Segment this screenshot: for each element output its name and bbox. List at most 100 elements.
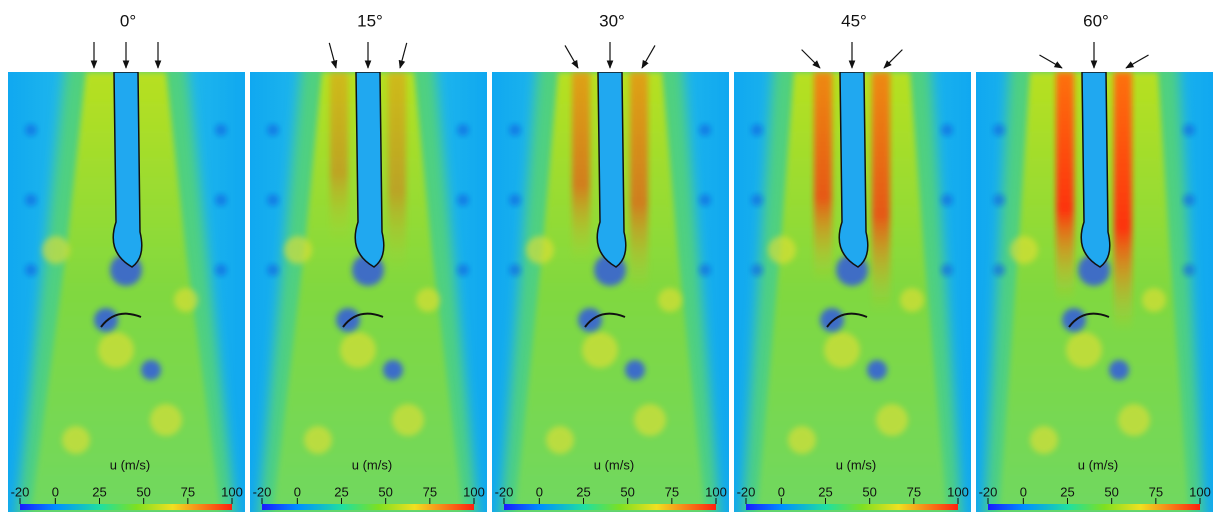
low-spot [457,124,469,136]
panel-title: 0° [120,11,136,30]
core [113,72,142,267]
low-spot [509,124,521,136]
hot-left [1056,72,1074,302]
low-spot [751,124,763,136]
colorbar-label: u (m/s) [836,457,876,472]
eddy [416,288,440,312]
low-spot [457,264,469,276]
flow-field [8,62,245,522]
eddy [392,404,424,436]
eddy [42,236,70,264]
arrow [802,50,820,68]
vortex [820,308,844,332]
figure: 0°u (m/s)-20025507510015°u (m/s)-2002550… [0,0,1217,526]
colorbar-tick-label: -20 [737,484,756,499]
colorbar-label: u (m/s) [352,457,392,472]
colorbar [504,504,716,510]
colorbar-tick-label: 75 [665,484,679,499]
arrow [884,50,902,68]
eddy [1010,236,1038,264]
colorbar-label: u (m/s) [594,457,634,472]
eddy [150,404,182,436]
colorbar [988,504,1200,510]
colorbar-tick-label: -20 [253,484,272,499]
hot-right [1114,72,1132,332]
arrow [642,45,655,68]
low-spot [509,264,521,276]
vortex [867,360,887,380]
flow-field [250,62,487,522]
vortex [1062,308,1086,332]
colorbar-tick-label: 50 [136,484,150,499]
eddy [340,332,376,368]
low-spot [941,124,953,136]
low-spot [267,194,279,206]
colorbar-tick-label: -20 [979,484,998,499]
low-spot [25,194,37,206]
low-spot [941,264,953,276]
colorbar-tick-label: 50 [862,484,876,499]
colorbar-tick-label: 50 [620,484,634,499]
eddy [1030,426,1058,454]
colorbar-tick-label: 25 [818,484,832,499]
vortex [578,308,602,332]
colorbar-tick-label: 75 [423,484,437,499]
colorbar-tick-label: 50 [1104,484,1118,499]
core [355,72,384,267]
eddy [900,288,924,312]
colorbar-tick-label: 25 [92,484,106,499]
eddy [174,288,198,312]
low-spot [215,194,227,206]
core [839,72,868,267]
eddy [788,426,816,454]
colorbar-tick-label: 25 [1060,484,1074,499]
colorbar-tick-label: 0 [778,484,785,499]
flow-field [492,62,729,522]
eddy [526,236,554,264]
panel: 45° u (m/s) -20 0 25 50 75 100 [734,11,971,522]
arrow [1126,55,1149,68]
flow-field [976,62,1213,522]
low-spot [509,194,521,206]
vortex [94,308,118,332]
panel-title: 60° [1083,11,1109,30]
vortex [625,360,645,380]
eddy [824,332,860,368]
vortex [141,360,161,380]
eddy [546,426,574,454]
eddy [62,426,90,454]
colorbar-tick-label: 0 [294,484,301,499]
low-spot [215,124,227,136]
arrow [1039,55,1062,68]
low-spot [993,194,1005,206]
vortex [1109,360,1129,380]
hot-right [388,72,406,272]
eddy [284,236,312,264]
low-spot [215,264,227,276]
vortex [336,308,360,332]
eddy [876,404,908,436]
low-spot [1183,264,1195,276]
colorbar-tick-label: 25 [334,484,348,499]
eddy [1118,404,1150,436]
panel: 15°u (m/s)-200255075100 [250,11,487,522]
eddy [768,236,796,264]
colorbar [20,504,232,510]
eddy [1142,288,1166,312]
hot-left [572,72,590,262]
colorbar-tick-label: 100 [947,484,969,499]
low-spot [699,264,711,276]
colorbar-tick-label: 75 [907,484,921,499]
eddy [582,332,618,368]
colorbar-tick-label: 100 [1189,484,1211,499]
low-spot [1183,124,1195,136]
panel-title: 45° [841,11,867,30]
colorbar-tick-label: -20 [495,484,514,499]
vortex [383,360,403,380]
hot-left [814,72,832,282]
flow-field [734,62,971,522]
low-spot [993,124,1005,136]
colorbar-label: u (m/s) [110,457,150,472]
low-spot [1183,194,1195,206]
